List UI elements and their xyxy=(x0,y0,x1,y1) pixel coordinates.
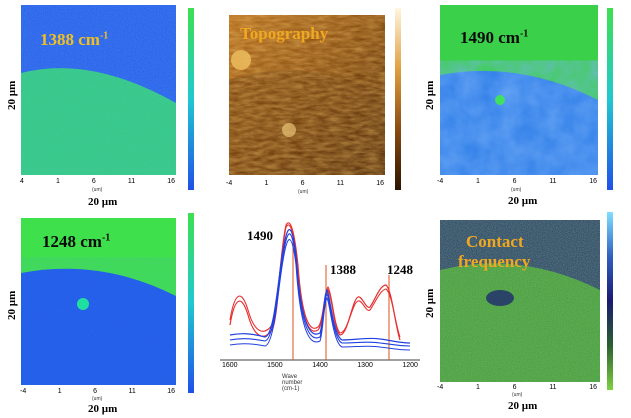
xunit-topography: (um) xyxy=(298,189,309,195)
title-1388: 1388 cm-1 xyxy=(40,30,109,49)
map-topography-image xyxy=(229,15,385,175)
spectrum-red-1 xyxy=(229,224,401,341)
map-contact-image xyxy=(440,220,600,382)
map-1248 xyxy=(21,218,176,385)
xunit-1388: (um) xyxy=(92,187,103,193)
peak-label-1490: 1490 xyxy=(247,228,273,243)
map-topography xyxy=(229,15,385,175)
title-contact-line1: Contact xyxy=(466,232,524,251)
spectrum-blue-3 xyxy=(229,239,411,351)
xunit-1248: (um) xyxy=(92,396,103,402)
xlabel-1248: 20 µm xyxy=(88,403,118,415)
map-1248-image xyxy=(21,218,176,385)
map-1388-image xyxy=(21,5,176,175)
peak-label-1388: 1388 xyxy=(330,262,356,277)
xunit-contact: (um) xyxy=(512,392,523,398)
spectrum-xticks: 1600 1500 1400 1300 1200 xyxy=(222,362,418,369)
map-contact xyxy=(440,220,600,382)
title-topography: Topography xyxy=(240,24,329,43)
ylabel-1388: 20 µm xyxy=(6,80,18,110)
spectrum-blue-1 xyxy=(229,229,411,344)
xticks-contact: -4 1 6 11 16 xyxy=(437,384,597,391)
xticks-topography: -4 1 6 11 16 xyxy=(226,180,384,187)
xticks-1248: -4 1 6 11 16 xyxy=(20,388,175,395)
xlabel-1388: 20 µm xyxy=(88,196,118,208)
title-contact-line2: frequency xyxy=(458,252,531,271)
colorbar-contact xyxy=(607,212,613,390)
xlabel-contact: 20 µm xyxy=(508,400,538,412)
spectrum-plot xyxy=(220,215,420,361)
title-1490: 1490 cm-1 xyxy=(460,28,529,47)
xticks-1388: 4 1 6 11 16 xyxy=(20,178,175,185)
xunit-1490: (um) xyxy=(511,187,522,193)
colorbar-topography xyxy=(395,8,401,190)
ylabel-contact: 20 µm xyxy=(424,288,436,318)
colorbar-1388 xyxy=(188,8,194,190)
ylabel-1490: 20 µm xyxy=(424,80,436,110)
xticks-1490: -4 1 6 11 16 xyxy=(437,178,597,185)
colorbar-1248 xyxy=(188,213,194,393)
map-1490-image xyxy=(440,5,598,175)
colorbar-1490 xyxy=(607,8,613,190)
map-1490 xyxy=(440,5,598,175)
xlabel-1490: 20 µm xyxy=(508,195,538,207)
spectrum-xlabel: Wave number (cm-1) xyxy=(282,374,303,392)
title-1248: 1248 cm-1 xyxy=(42,232,111,251)
ylabel-1248: 20 µm xyxy=(6,290,18,320)
peak-label-1248: 1248 xyxy=(387,262,413,277)
spectrum-blue-2 xyxy=(229,233,411,347)
map-1388 xyxy=(21,5,176,175)
